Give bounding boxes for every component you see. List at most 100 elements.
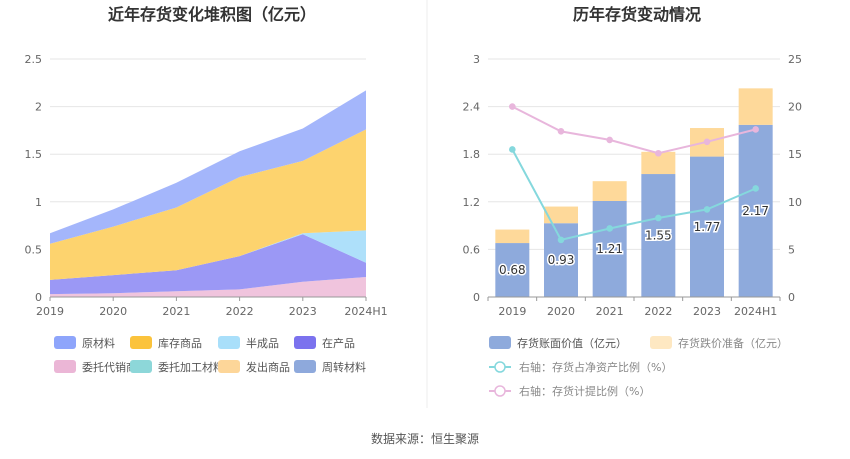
right-x-tick-label: 2021 <box>596 305 624 318</box>
left-legend-swatch <box>294 360 316 373</box>
left-y-tick-label: 0 <box>35 291 42 304</box>
line-point <box>509 103 516 110</box>
left-area-series <box>50 129 366 280</box>
right-y2-tick-label: 15 <box>788 148 802 161</box>
left-legend-label: 在产品 <box>322 336 355 350</box>
line-point <box>752 185 759 192</box>
line-point <box>752 126 759 133</box>
right-legend-label: 右轴：存货计提比例（%） <box>519 384 650 398</box>
left-legend-swatch <box>130 336 152 349</box>
line-point <box>557 128 565 135</box>
right-y-tick-label: 2.4 <box>463 101 481 114</box>
left-x-tick-label: 2024H1 <box>344 305 387 318</box>
impairment-bar <box>495 229 530 244</box>
right-legend-swatch <box>489 336 511 349</box>
right-y-tick-label: 1.8 <box>463 148 481 161</box>
book-value-bar <box>690 156 724 297</box>
impairment-bar <box>544 206 578 224</box>
book-value-bar <box>641 174 676 297</box>
impairment-bar <box>641 151 676 175</box>
bar-value-label: 0.68 <box>499 263 526 277</box>
right-legend-label: 存货账面价值（亿元） <box>517 336 627 350</box>
left-area-series <box>50 277 366 297</box>
right-y2-tick-label: 20 <box>788 101 802 114</box>
right-chart-bars <box>495 88 773 297</box>
left-x-tick-label: 2020 <box>99 305 127 318</box>
right-chart-legend: 存货账面价值（亿元） 存货跌价准备（亿元） 右轴：存货占净资产比例（%） 右轴：存货计… <box>489 336 788 398</box>
left-legend-swatch <box>218 336 240 349</box>
left-y-tick-label: 0.5 <box>25 243 43 256</box>
left-area-series <box>50 230 366 280</box>
provision-ratio-line <box>511 105 756 155</box>
left-area-series <box>50 90 366 244</box>
left-legend-swatch <box>218 360 240 373</box>
bar-value-label: 2.17 <box>742 204 769 218</box>
left-y-tick-label: 2 <box>35 101 42 114</box>
book-value-bar <box>544 223 578 297</box>
right-chart-grid <box>488 58 780 298</box>
right-y2-tick-label: 0 <box>788 291 795 304</box>
right-chart-axes: 0 0.6 1.2 1.8 2.4 3 0 5 10 15 20 25 2019 2020 2021 2022… <box>463 53 803 318</box>
left-y-tick-label: 2.5 <box>25 53 43 66</box>
right-y2-tick-label: 25 <box>788 53 802 66</box>
left-legend-swatch <box>54 336 76 349</box>
book-value-bar <box>738 124 773 297</box>
right-chart-lines <box>509 103 759 244</box>
line-point <box>606 136 613 144</box>
right-legend-swatch <box>650 336 672 349</box>
left-x-tick-label: 2019 <box>36 305 64 318</box>
right-x-tick-label: 2019 <box>498 305 526 318</box>
line-point <box>509 146 516 153</box>
left-chart-axes: 0 0.5 1 1.5 2 2.5 2019 2020 2021 2022 2023 2024H1 <box>25 53 388 318</box>
book-value-bar <box>592 201 627 297</box>
left-legend-swatch <box>294 336 316 349</box>
left-chart-title: 近年存货变化堆积图（亿元） <box>108 5 316 24</box>
book-value-bar <box>495 243 530 297</box>
left-legend-label: 原材料 <box>82 336 115 350</box>
left-area-series <box>50 234 366 295</box>
line-point <box>655 214 662 222</box>
line-point <box>655 149 662 157</box>
right-x-tick-label: 2024H1 <box>734 305 777 318</box>
right-legend-label: 右轴：存货占净资产比例（%） <box>519 360 672 374</box>
right-x-tick-label: 2020 <box>547 305 575 318</box>
left-x-tick-label: 2022 <box>226 305 254 318</box>
data-source-label: 数据来源：恒生聚源 <box>371 431 479 446</box>
impairment-bar <box>592 181 627 202</box>
right-y-tick-label: 0.6 <box>463 243 481 256</box>
left-x-tick-label: 2021 <box>162 305 190 318</box>
bar-value-label: 1.21 <box>596 242 623 256</box>
line-point <box>703 206 711 213</box>
right-legend-label: 存货跌价准备（亿元） <box>678 336 788 350</box>
left-legend-label: 半成品 <box>246 336 279 350</box>
line-point <box>606 225 613 232</box>
left-x-tick-label: 2023 <box>289 305 317 318</box>
left-legend-label: 周转材料 <box>322 360 366 374</box>
right-x-tick-label: 2022 <box>644 305 672 318</box>
impairment-bar <box>738 88 773 125</box>
right-legend-marker <box>494 361 506 373</box>
right-legend-marker <box>494 385 506 397</box>
left-chart-areas <box>50 90 366 297</box>
left-y-tick-label: 1.5 <box>25 148 43 161</box>
right-x-tick-label: 2023 <box>693 305 721 318</box>
right-y-tick-label: 1.2 <box>463 196 481 209</box>
right-y2-tick-label: 5 <box>788 243 795 256</box>
left-legend-label: 发出商品 <box>246 360 290 374</box>
bar-value-label: 0.93 <box>548 253 575 267</box>
left-legend-swatch <box>54 360 76 373</box>
right-y-tick-label: 0 <box>473 291 480 304</box>
line-point <box>557 236 565 244</box>
left-legend-swatch <box>130 360 152 373</box>
right-chart-bar-labels: 0.68 0.93 1.21 1.55 1.77 2.17 <box>497 202 770 278</box>
left-legend-label: 委托加工材料 <box>158 360 224 374</box>
ratio-net-assets-line <box>511 148 757 242</box>
right-chart-title: 历年存货变动情况 <box>573 5 701 24</box>
bar-value-label: 1.55 <box>645 229 672 243</box>
line-point <box>703 138 711 146</box>
right-y2-tick-label: 10 <box>788 196 802 209</box>
left-legend-label: 库存商品 <box>158 336 202 350</box>
bar-value-label: 1.77 <box>694 220 721 234</box>
